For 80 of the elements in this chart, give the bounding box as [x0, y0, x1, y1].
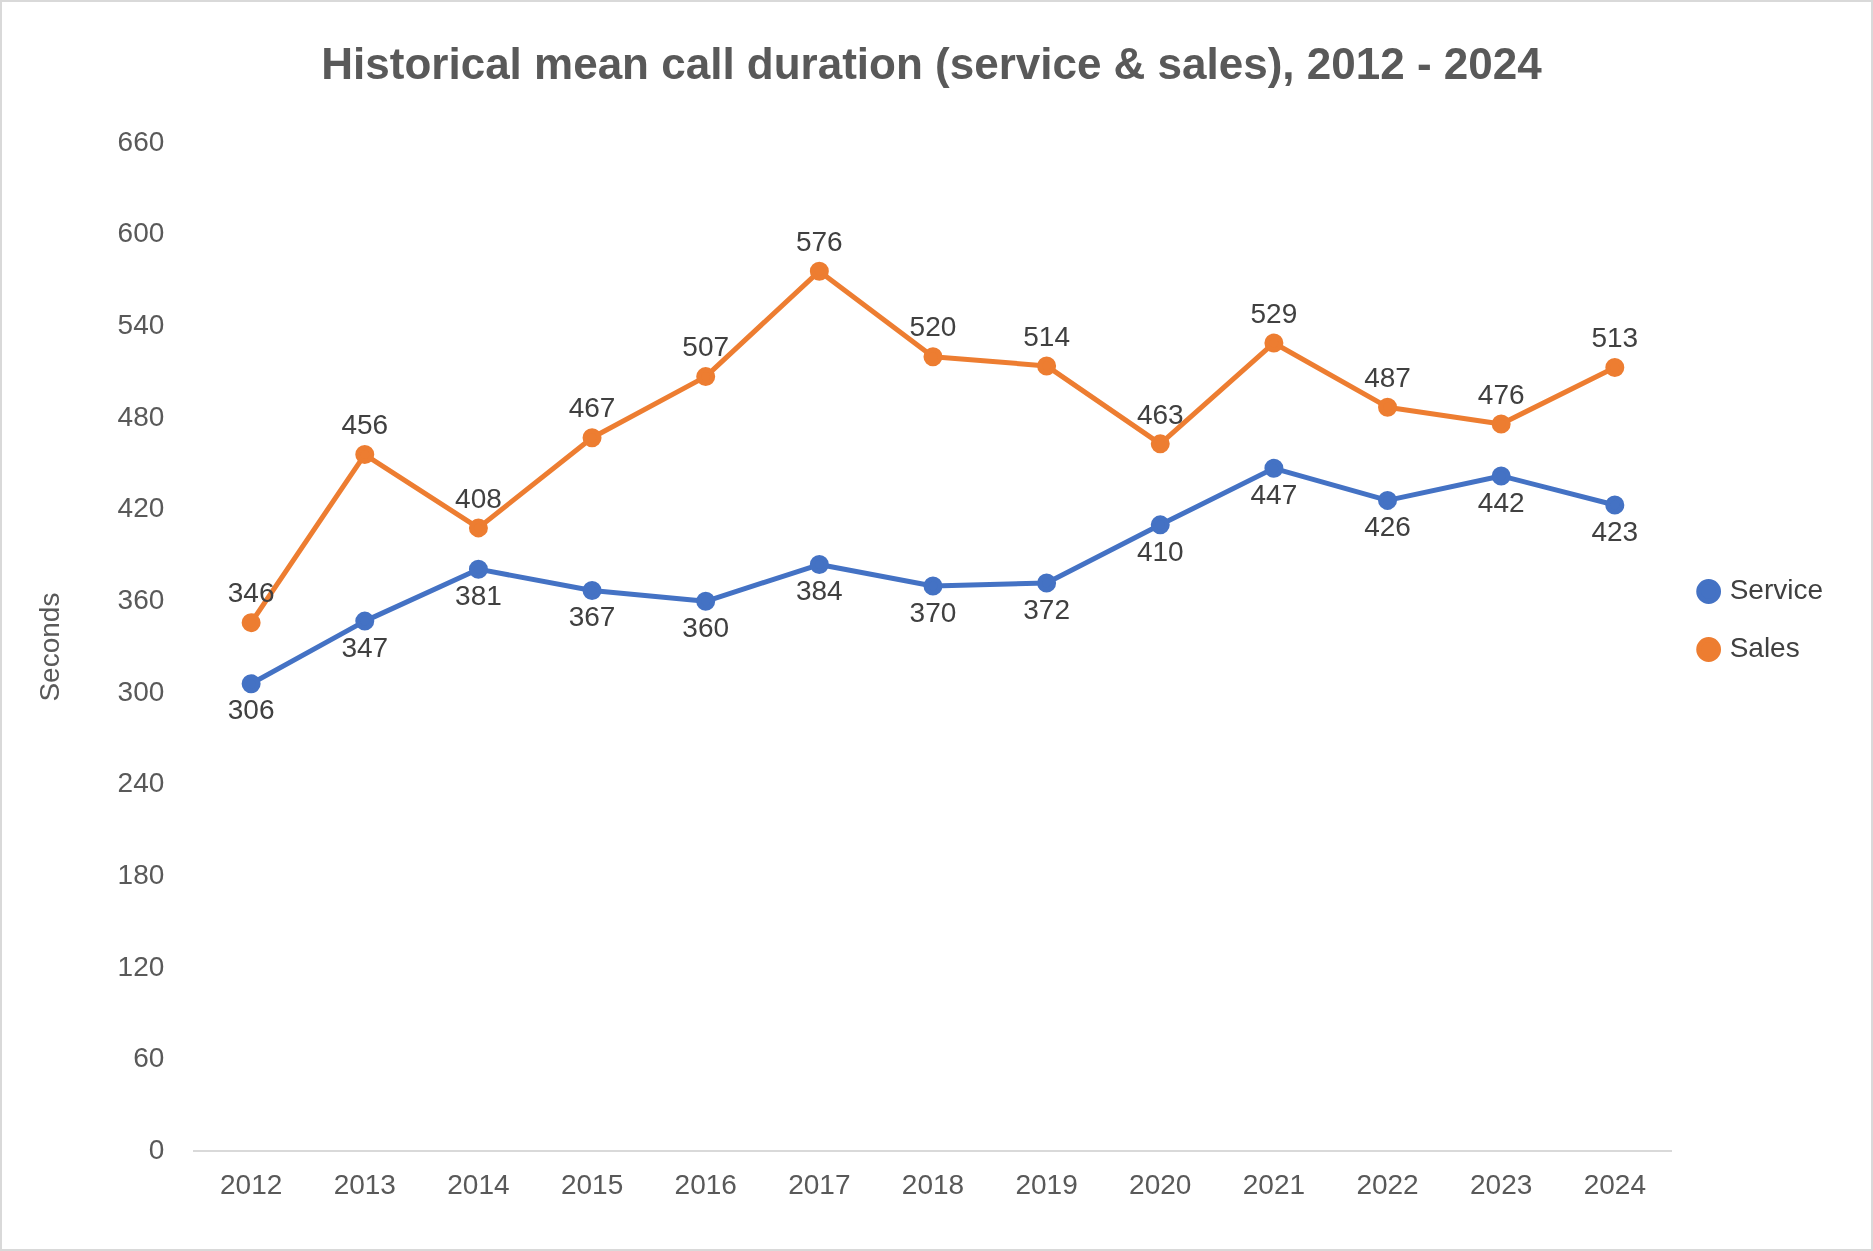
- point: [355, 611, 375, 631]
- point: [582, 581, 602, 601]
- point: [241, 613, 261, 633]
- point: [355, 445, 375, 465]
- data-label: 372: [1023, 593, 1070, 625]
- data-label: 381: [455, 579, 502, 611]
- y-tick-label: 120: [117, 950, 165, 982]
- x-tick-label: 2018: [901, 1168, 965, 1200]
- data-label: 442: [1477, 486, 1525, 518]
- x-tick-label: 2023: [1470, 1168, 1533, 1200]
- data-label: 360: [682, 611, 730, 643]
- data-label: 487: [1364, 361, 1411, 393]
- chart-title: Historical mean call duration (service & sales), 2012 - 2024: [321, 38, 1543, 88]
- y-tick-label: 420: [117, 492, 165, 524]
- legend-label: Service: [1729, 574, 1824, 606]
- point: [468, 518, 488, 538]
- data-label: 529: [1250, 297, 1298, 329]
- y-tick-label: 660: [117, 125, 165, 157]
- y-tick-label: 240: [117, 767, 165, 799]
- data-label: 507: [682, 331, 730, 363]
- x-tick-label: 2019: [1015, 1168, 1078, 1200]
- y-tick-label: 600: [117, 217, 165, 249]
- point: [241, 674, 261, 694]
- data-label: 447: [1250, 479, 1298, 511]
- data-label: 514: [1023, 320, 1070, 352]
- x-tick-label: 2013: [333, 1168, 396, 1200]
- point: [923, 576, 943, 596]
- data-label: 520: [909, 311, 957, 343]
- point: [1264, 458, 1284, 478]
- point: [1037, 356, 1057, 376]
- point: [1378, 397, 1398, 417]
- point: [809, 261, 829, 281]
- x-tick-label: 2022: [1356, 1168, 1419, 1200]
- data-label: 408: [455, 482, 502, 514]
- data-label: 370: [909, 596, 957, 628]
- x-tick-label: 2017: [788, 1168, 851, 1200]
- point: [1150, 434, 1170, 454]
- y-axis-title: Seconds: [33, 592, 65, 702]
- data-label: 426: [1364, 511, 1411, 543]
- point: [809, 555, 829, 575]
- data-label: 306: [227, 694, 275, 726]
- point: [1605, 495, 1625, 515]
- data-label: 463: [1136, 398, 1184, 430]
- x-tick-label: 2015: [560, 1168, 624, 1200]
- data-label: 467: [568, 392, 616, 424]
- y-tick-label: 0: [148, 1134, 165, 1166]
- data-label: 456: [341, 409, 389, 441]
- point: [582, 428, 602, 448]
- data-label: 410: [1136, 535, 1184, 567]
- point: [696, 367, 716, 387]
- y-tick-label: 360: [117, 583, 165, 615]
- legend-label: Sales: [1729, 632, 1800, 664]
- y-tick-label: 540: [117, 308, 165, 340]
- y-tick-label: 180: [117, 859, 165, 891]
- data-label: 576: [795, 225, 843, 257]
- data-label: 367: [568, 601, 616, 633]
- data-label: 476: [1477, 378, 1525, 410]
- data-label: 384: [795, 575, 843, 607]
- point: [923, 347, 943, 367]
- x-tick-label: 2021: [1242, 1168, 1306, 1200]
- y-tick-label: 480: [117, 400, 165, 432]
- point: [1605, 357, 1625, 377]
- data-label: 423: [1591, 515, 1639, 547]
- point: [1150, 515, 1170, 535]
- x-tick-label: 2024: [1583, 1168, 1646, 1200]
- y-tick-label: 60: [133, 1042, 165, 1074]
- point: [1037, 573, 1057, 593]
- data-label: 347: [341, 631, 389, 663]
- point: [696, 591, 716, 611]
- point: [1491, 466, 1511, 486]
- point: [1491, 414, 1511, 434]
- x-tick-label: 2020: [1129, 1168, 1192, 1200]
- point: [1264, 333, 1284, 353]
- data-label: 513: [1591, 322, 1639, 354]
- point: [1378, 490, 1398, 510]
- x-tick-label: 2012: [219, 1168, 283, 1200]
- point: [468, 559, 488, 579]
- x-tick-label: 2014: [447, 1168, 510, 1200]
- x-tick-label: 2016: [674, 1168, 737, 1200]
- y-tick-label: 300: [117, 675, 165, 707]
